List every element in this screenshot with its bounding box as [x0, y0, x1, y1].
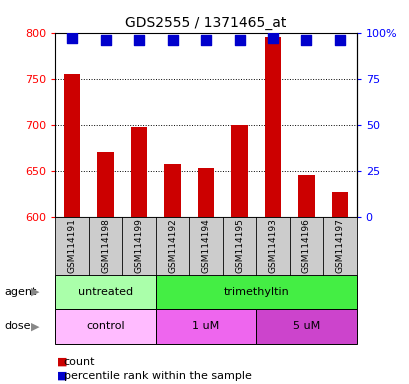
Text: agent: agent [4, 287, 36, 297]
Point [336, 37, 342, 43]
Text: ■: ■ [57, 371, 68, 381]
Point [202, 37, 209, 43]
Text: untreated: untreated [78, 287, 133, 297]
Bar [97, 152, 114, 217]
Bar [197, 168, 214, 217]
Bar [297, 175, 314, 217]
Text: GSM114192: GSM114192 [168, 218, 177, 273]
Bar [264, 37, 281, 217]
Bar [231, 125, 247, 217]
Bar [55, 309, 155, 344]
Text: trimethyltin: trimethyltin [223, 287, 288, 297]
Bar [63, 74, 80, 217]
Text: ■: ■ [57, 357, 68, 367]
Text: ▶: ▶ [31, 321, 39, 331]
Text: 5 uM: 5 uM [292, 321, 319, 331]
Point [169, 37, 175, 43]
Text: GSM114199: GSM114199 [134, 218, 143, 273]
Point [236, 37, 242, 43]
Text: GSM114196: GSM114196 [301, 218, 310, 273]
Bar [331, 192, 348, 217]
Bar [256, 309, 356, 344]
Text: GSM114194: GSM114194 [201, 218, 210, 273]
Title: GDS2555 / 1371465_at: GDS2555 / 1371465_at [125, 16, 286, 30]
Point [135, 37, 142, 43]
Bar [164, 164, 180, 217]
Text: ▶: ▶ [31, 287, 39, 297]
Text: GSM114195: GSM114195 [234, 218, 243, 273]
Bar [155, 275, 356, 309]
Text: GSM114191: GSM114191 [67, 218, 76, 273]
Text: count: count [63, 357, 95, 367]
Bar [55, 275, 155, 309]
Text: control: control [86, 321, 125, 331]
Text: 1 uM: 1 uM [192, 321, 219, 331]
Point [302, 37, 309, 43]
Bar [155, 309, 256, 344]
Text: dose: dose [4, 321, 31, 331]
Bar [130, 127, 147, 217]
Text: GSM114193: GSM114193 [268, 218, 277, 273]
Point [69, 35, 75, 41]
Point [102, 37, 109, 43]
Text: GSM114197: GSM114197 [335, 218, 344, 273]
Text: GSM114198: GSM114198 [101, 218, 110, 273]
Point [269, 35, 276, 41]
Text: percentile rank within the sample: percentile rank within the sample [63, 371, 251, 381]
